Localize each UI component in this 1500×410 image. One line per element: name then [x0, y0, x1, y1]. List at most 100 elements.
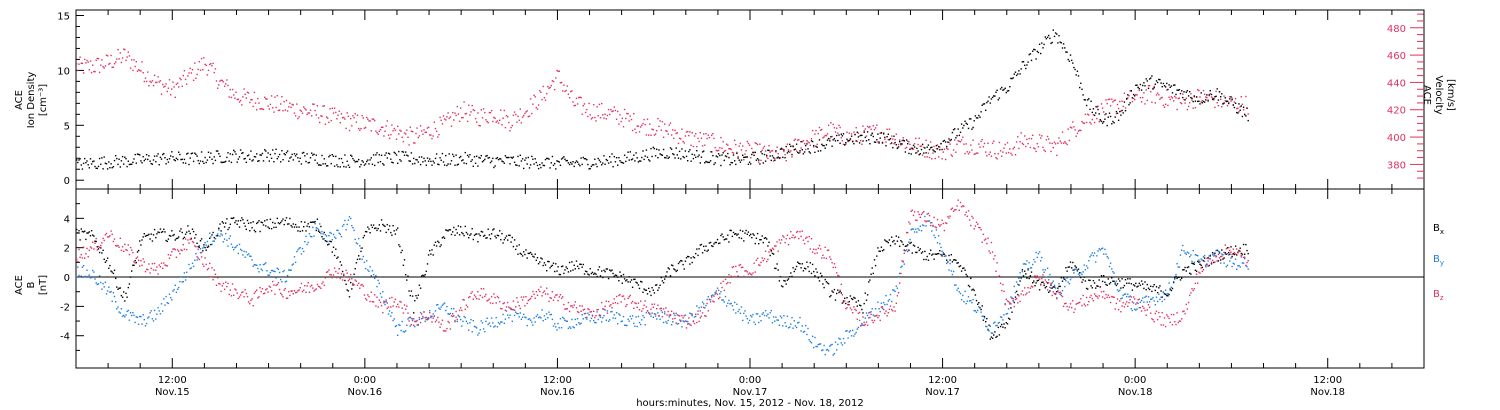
data-point	[113, 269, 116, 271]
data-point	[750, 157, 752, 159]
data-point	[637, 315, 640, 318]
data-point	[704, 249, 706, 252]
data-point	[1169, 86, 1171, 88]
data-point	[737, 310, 739, 313]
data-point	[609, 319, 611, 321]
data-point	[540, 91, 542, 93]
data-point	[88, 69, 90, 71]
data-point	[77, 69, 79, 72]
data-point	[495, 157, 497, 160]
data-point	[982, 103, 985, 105]
data-point	[861, 143, 863, 145]
data-point	[89, 235, 92, 237]
data-point	[239, 219, 242, 222]
data-point	[610, 304, 612, 306]
data-point	[614, 109, 617, 112]
data-point	[478, 332, 480, 334]
data-point	[816, 143, 818, 145]
data-point	[1120, 287, 1122, 289]
data-point	[1024, 64, 1026, 66]
data-point	[603, 155, 605, 157]
data-point	[756, 232, 759, 235]
data-point	[974, 310, 977, 312]
data-point	[709, 301, 712, 303]
data-point	[709, 160, 712, 162]
data-point	[916, 219, 918, 222]
data-point	[903, 252, 905, 254]
data-point	[463, 315, 465, 318]
data-point	[878, 142, 880, 144]
data-point	[598, 266, 601, 268]
data-point	[1096, 255, 1098, 257]
data-point	[1083, 122, 1085, 124]
data-point	[464, 316, 466, 319]
data-point	[98, 157, 101, 160]
data-point	[252, 221, 254, 223]
data-point	[649, 160, 651, 162]
data-point	[849, 138, 852, 140]
data-point	[126, 249, 128, 252]
data-point	[529, 164, 532, 166]
data-point	[233, 294, 235, 296]
data-point	[497, 297, 500, 299]
data-point	[863, 302, 865, 305]
data-point	[448, 153, 450, 155]
data-point	[1209, 254, 1211, 257]
data-point	[198, 61, 200, 63]
data-point	[1137, 285, 1139, 287]
data-point	[96, 167, 98, 170]
data-point	[408, 320, 410, 322]
data-point	[998, 97, 1001, 99]
data-point	[1150, 77, 1152, 79]
data-point	[425, 164, 427, 166]
data-point	[256, 289, 258, 291]
data-point	[689, 263, 691, 265]
data-point	[136, 70, 139, 72]
data-point	[449, 163, 452, 165]
data-point	[1033, 48, 1035, 51]
data-point	[601, 301, 603, 304]
data-point	[836, 292, 838, 295]
data-point	[581, 266, 583, 268]
data-point	[970, 144, 972, 146]
data-point	[588, 314, 590, 316]
data-point	[494, 325, 496, 327]
data-point	[304, 285, 306, 287]
data-point	[250, 255, 252, 258]
data-point	[158, 164, 160, 166]
data-point	[143, 159, 145, 162]
data-point	[977, 152, 979, 154]
data-point	[150, 310, 152, 312]
data-point	[784, 154, 786, 156]
data-point	[570, 161, 572, 164]
data-point	[209, 262, 211, 265]
data-point	[421, 275, 423, 277]
data-point	[1177, 89, 1179, 91]
data-point	[184, 78, 187, 81]
data-point	[492, 322, 494, 324]
data-point	[294, 115, 297, 117]
data-point	[395, 305, 398, 308]
data-point	[728, 148, 730, 150]
data-point	[370, 157, 372, 159]
data-point	[668, 124, 670, 126]
data-point	[493, 326, 495, 328]
data-point	[795, 143, 798, 145]
data-point	[554, 162, 556, 165]
data-point	[1037, 51, 1040, 54]
data-point	[719, 147, 721, 149]
data-point	[811, 140, 814, 143]
data-point	[974, 294, 977, 296]
data-point	[885, 141, 887, 143]
data-point	[319, 286, 321, 288]
data-point	[151, 263, 154, 265]
data-point	[198, 258, 200, 261]
data-point	[1167, 292, 1169, 295]
data-point	[101, 242, 103, 244]
b-axis-title-line: ACE	[14, 275, 25, 295]
data-point	[520, 296, 523, 298]
data-point	[517, 301, 519, 303]
data-point	[533, 317, 535, 319]
data-point	[919, 248, 921, 250]
data-point	[712, 132, 714, 135]
